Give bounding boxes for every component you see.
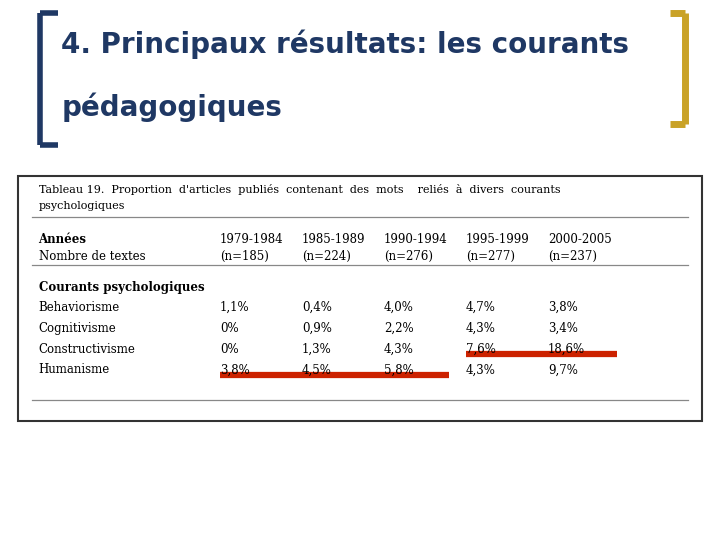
Text: 0,4%: 0,4% <box>302 301 332 314</box>
Text: (n=224): (n=224) <box>302 251 351 264</box>
Text: 1,1%: 1,1% <box>220 301 249 314</box>
Text: Années: Années <box>39 233 86 246</box>
Text: Cognitivisme: Cognitivisme <box>39 322 116 335</box>
Text: 3,8%: 3,8% <box>220 363 250 376</box>
Text: Humanisme: Humanisme <box>39 363 109 376</box>
Text: 5,8%: 5,8% <box>384 363 414 376</box>
Text: 7,6%: 7,6% <box>466 342 496 355</box>
Text: 3,8%: 3,8% <box>548 301 578 314</box>
Text: (n=276): (n=276) <box>384 251 433 264</box>
Text: 4,7%: 4,7% <box>466 301 496 314</box>
Text: 4,3%: 4,3% <box>384 342 414 355</box>
Text: 2,2%: 2,2% <box>384 322 413 335</box>
Text: (n=277): (n=277) <box>466 251 515 264</box>
Text: pédagogiques: pédagogiques <box>61 92 282 122</box>
Text: 18,6%: 18,6% <box>548 342 585 355</box>
Text: Constructivisme: Constructivisme <box>39 342 135 355</box>
Text: 9,7%: 9,7% <box>548 363 578 376</box>
Text: 0%: 0% <box>220 342 238 355</box>
Text: 1995-1999: 1995-1999 <box>466 233 530 246</box>
Text: Courants psychologiques: Courants psychologiques <box>39 281 204 294</box>
Text: 4. Principaux résultats: les courants: 4. Principaux résultats: les courants <box>61 30 629 59</box>
Text: 2000-2005: 2000-2005 <box>548 233 612 246</box>
Text: (n=185): (n=185) <box>220 251 269 264</box>
Text: 4,0%: 4,0% <box>384 301 414 314</box>
Text: 3,4%: 3,4% <box>548 322 578 335</box>
Text: 4,5%: 4,5% <box>302 363 332 376</box>
Text: 1979-1984: 1979-1984 <box>220 233 284 246</box>
Text: 0%: 0% <box>220 322 238 335</box>
FancyBboxPatch shape <box>18 176 702 421</box>
Text: 4,3%: 4,3% <box>466 322 496 335</box>
Text: 4,3%: 4,3% <box>466 363 496 376</box>
Text: Tableau 19.  Proportion  d'articles  publiés  contenant  des  mots    reliés  à : Tableau 19. Proportion d'articles publié… <box>39 184 560 195</box>
Text: Nombre de textes: Nombre de textes <box>39 251 145 264</box>
Text: psychologiques: psychologiques <box>39 201 125 211</box>
Text: 1985-1989: 1985-1989 <box>302 233 365 246</box>
Text: Behaviorisme: Behaviorisme <box>39 301 120 314</box>
Text: 1,3%: 1,3% <box>302 342 332 355</box>
Text: 0,9%: 0,9% <box>302 322 332 335</box>
Text: (n=237): (n=237) <box>548 251 597 264</box>
Text: 1990-1994: 1990-1994 <box>384 233 448 246</box>
